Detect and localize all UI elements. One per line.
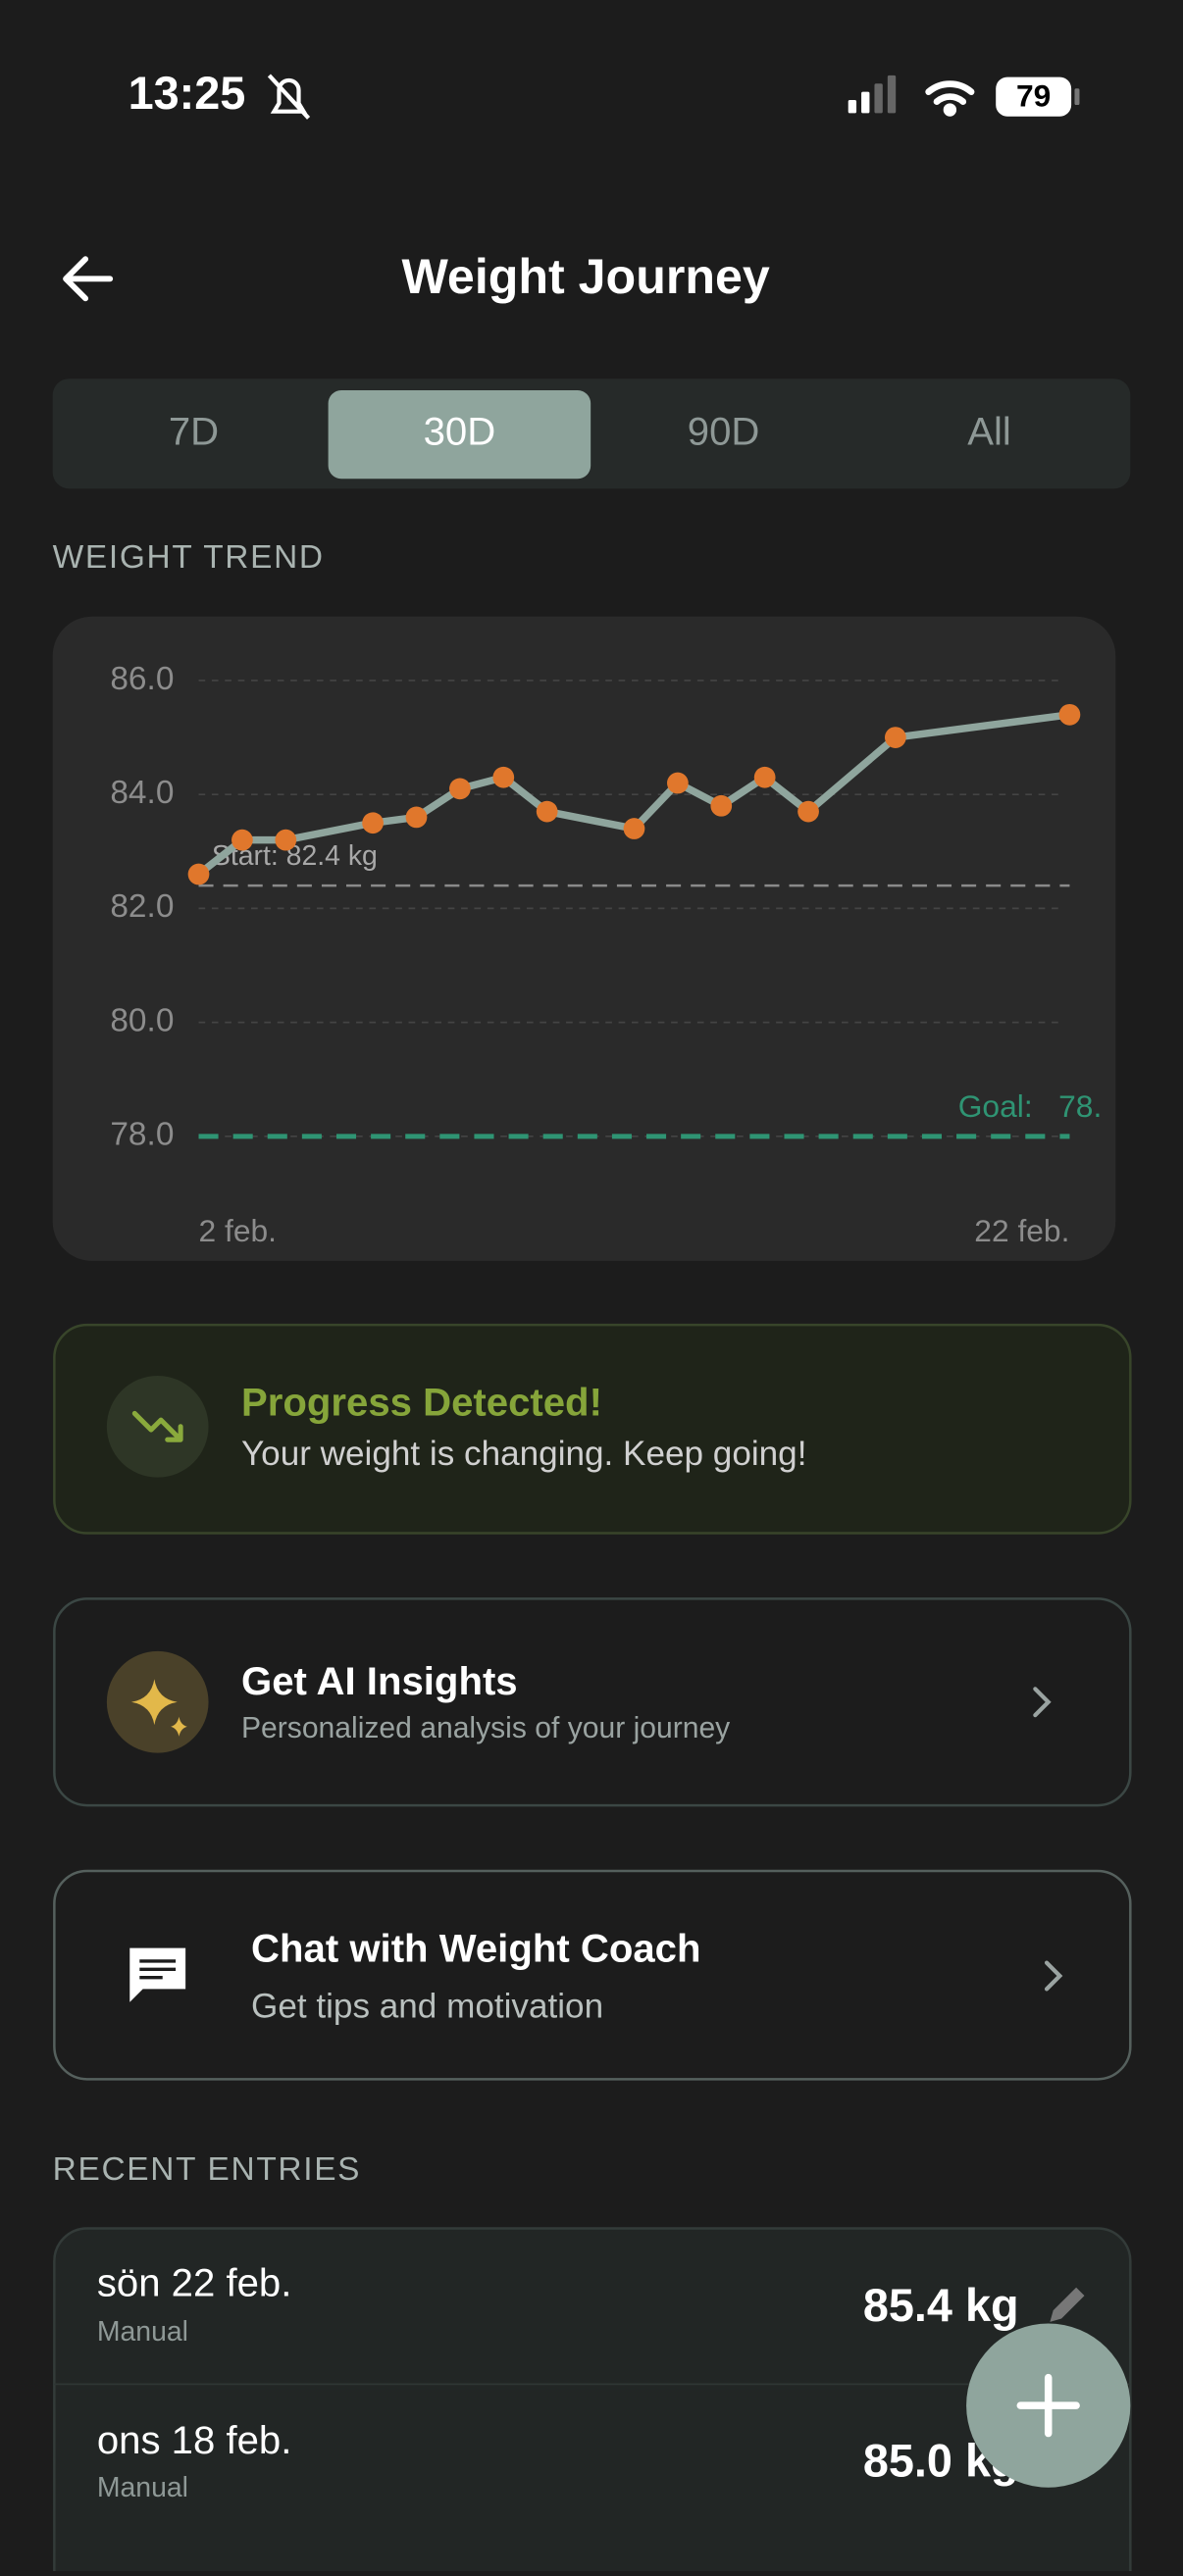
ai-insights-card[interactable]: Get AI Insights Personalized analysis of… [53,1597,1132,1807]
chat-icon-lines [139,1959,177,1980]
section-label: WEIGHT TREND [53,539,325,576]
signal-icon [848,75,897,114]
entry-date: sön 22 feb. [97,2261,292,2305]
data-point [231,829,253,851]
plus-icon [1016,2373,1080,2438]
y-tick-label: 84.0 [110,775,174,811]
entry-source: Manual [97,2472,188,2503]
x-tick-label: 2 feb. [199,1213,277,1248]
entry-date: ons 18 feb. [97,2418,292,2462]
page-title: Weight Journey [401,249,769,304]
data-point [797,800,819,823]
wifi-icon [925,80,975,117]
data-point [449,778,471,800]
entry-row[interactable]: sön 22 feb. Manual 85.4 kg [97,2261,1085,2348]
battery [996,76,1072,117]
mute-icon [267,74,311,120]
tab[interactable]: 90D [688,410,760,454]
tab[interactable]: All [967,410,1011,454]
data-point [623,818,645,839]
data-point [536,800,558,823]
coach-subtitle: Get tips and motivation [251,1988,603,2026]
tab[interactable]: 30D [424,410,496,454]
back-button[interactable] [63,256,114,302]
data-point [667,772,689,794]
card-border [53,1869,1132,2081]
progress-card [53,1323,1132,1535]
card-border [53,1597,1132,1807]
data-point [1058,703,1081,726]
x-tick-label: 22 feb. [974,1213,1069,1248]
data-point [275,829,297,851]
chart: 78.080.082.084.086.02 feb. 22 feb.Start: … [110,661,1102,1248]
entry-source: Manual [97,2316,188,2348]
data-point [492,766,515,788]
chevron [1033,1687,1052,1718]
data-point [362,812,384,834]
ai-subtitle: Personalized analysis of your journey [241,1712,730,1744]
battery-level: 79 [1016,78,1051,114]
data-point [753,766,776,788]
y-tick-label: 78.0 [110,1117,174,1153]
data-point [884,727,906,748]
progress-title: Progress Detected! [241,1381,602,1425]
coach-title: Chat with Weight Coach [251,1927,700,1971]
add-button[interactable] [966,2323,1131,2488]
y-tick-label: 82.0 [110,888,174,925]
goal-label: Goal: 78. [958,1088,1103,1124]
coach-card[interactable]: Chat with Weight Coach Get tips and moti… [53,1869,1132,2081]
trend-icon [131,1410,183,1442]
ai-title: Get AI Insights [241,1659,518,1703]
status-time: 13:25 [129,68,246,119]
edit-icon[interactable] [1050,2287,1085,2322]
tab-bar [52,379,1131,489]
sparkle-icon [130,1679,187,1737]
progress-subtitle: Your weight is changing. Keep going! [241,1435,806,1473]
chevron [1044,1960,1063,1992]
tab-selected [328,389,592,480]
y-tick-label: 80.0 [110,1002,174,1038]
tab[interactable]: 7D [169,410,219,454]
entry-weight: 85.4 kg [863,2280,1019,2331]
section-label: RECENT ENTRIES [53,2151,362,2188]
data-point [405,806,428,829]
battery-tip [1074,88,1080,106]
chart-card [52,616,1116,1261]
entries-card [53,2227,1132,2576]
data-point [187,863,210,885]
data-point [710,794,733,817]
y-tick-label: 86.0 [110,661,174,697]
